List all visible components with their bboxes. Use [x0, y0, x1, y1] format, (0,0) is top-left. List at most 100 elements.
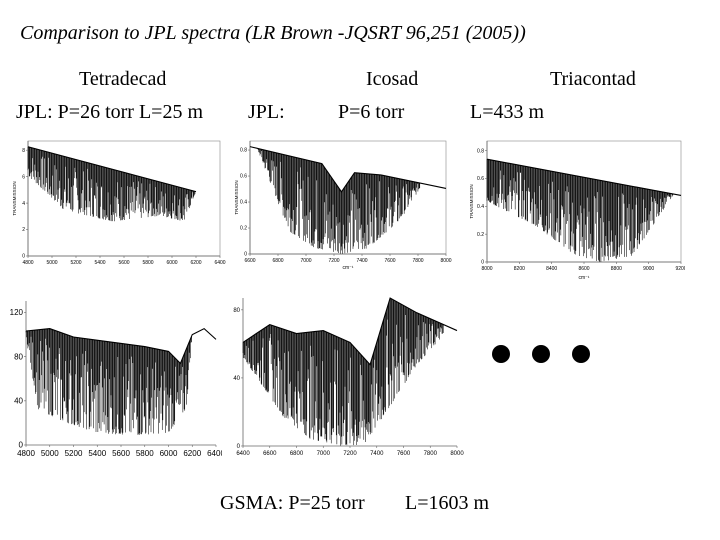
spectrum-lines [25, 328, 192, 435]
y-axis-label: TRANSMISSION [234, 180, 239, 214]
chart-gsma-tetradecad: 4800 5000 5200 5400 5600 5800 6000 6200 6400 0 40 8… [4, 295, 222, 457]
y-tick-label: 0.2 [477, 232, 484, 238]
continuum-line [25, 327, 217, 365]
x-tick-label: 5200 [65, 449, 83, 457]
x-tick-label: 4800 [17, 449, 35, 457]
gsma-length: L=1603 m [405, 492, 490, 514]
x-tick-label: 8000 [481, 266, 492, 272]
y-axis-label: TRANSMISSION [469, 184, 474, 218]
ellipsis-dot [532, 345, 550, 363]
y-tick-label: 0.4 [240, 200, 247, 206]
y-tick-label: 0.4 [477, 204, 484, 210]
y-tick-label: 0 [237, 444, 241, 450]
y-axis-label: TRANSMISSION [12, 181, 17, 215]
y-tick-label: 6 [22, 174, 25, 180]
jpl-icosad-pressure: P=6 torr [338, 101, 405, 123]
x-axis-label: cm⁻¹ [343, 265, 354, 270]
y-tick-label: 0 [244, 252, 247, 258]
x-tick-label: 5600 [118, 260, 129, 266]
y-tick-label: 8 [22, 148, 25, 154]
column-label-icosad: Icosad [366, 68, 419, 90]
x-tick-label: 7000 [300, 258, 311, 264]
x-tick-label: 8800 [611, 266, 622, 272]
chart-gsma-tetradecad-svg: 4800 5000 5200 5400 5600 5800 6000 6200 6400 0 40 8… [10, 301, 222, 457]
x-tick-label: 7200 [343, 451, 357, 457]
x-tick-label: 6800 [272, 258, 283, 264]
chart-jpl-icosad: 6600 6800 7000 7200 7400 7600 7800 8000 0 0.2 0.4 0… [232, 135, 452, 270]
x-tick-label: 7200 [328, 258, 339, 264]
x-tick-label: 7400 [370, 451, 384, 457]
ellipsis-dot [572, 345, 590, 363]
ellipsis-dot [492, 345, 510, 363]
y-tick-label: 120 [10, 308, 24, 317]
chart-gsma-icosad-svg: 6400 6600 6800 7000 7200 7400 7600 7800 8000 0 40 8… [233, 297, 464, 457]
x-tick-label: 7800 [424, 451, 438, 457]
x-tick-label: 8200 [514, 266, 525, 272]
spectrum-lines [27, 146, 196, 222]
x-tick-label: 5800 [136, 449, 154, 457]
continuum-line [486, 158, 682, 196]
y-tick-label: 0 [19, 441, 24, 450]
x-tick-label: 6600 [263, 451, 277, 457]
chart-jpl-icosad-svg: 6600 6800 7000 7200 7400 7600 7800 8000 0 0.2 0.4 0… [234, 140, 452, 270]
x-axis-label: cm⁻¹ [579, 275, 590, 280]
continuum-line [249, 146, 447, 193]
y-tick-label: 40 [14, 397, 23, 406]
jpl-tetradecad-conditions: JPL: P=26 torr L=25 m [16, 101, 204, 123]
x-tick-label: 7600 [384, 258, 395, 264]
y-tick-label: 0 [481, 260, 484, 266]
continuum-line [242, 297, 458, 366]
continuum-line [27, 146, 197, 193]
y-tick-label: 0.2 [240, 226, 247, 232]
spectrum-lines [486, 159, 674, 262]
jpl-label: JPL: [248, 101, 285, 123]
x-tick-label: 7000 [317, 451, 331, 457]
y-tick-label: 0.6 [240, 174, 247, 180]
x-tick-label: 6800 [290, 451, 304, 457]
y-tick-label: 2 [22, 227, 25, 233]
x-tick-label: 5800 [142, 260, 153, 266]
column-label-triacontad: Triacontad [550, 68, 636, 90]
x-tick-label: 5000 [41, 449, 59, 457]
x-tick-label: 8400 [546, 266, 557, 272]
x-tick-label: 5600 [112, 449, 130, 457]
y-tick-label: 0.8 [477, 148, 484, 154]
x-tick-label: 6000 [160, 449, 178, 457]
y-tick-label: 40 [233, 376, 240, 382]
x-tick-label: 7800 [412, 258, 423, 264]
x-tick-label: 7400 [356, 258, 367, 264]
x-tick-label: 5400 [88, 449, 106, 457]
gsma-conditions: GSMA: P=25 torr [220, 492, 365, 514]
y-tick-label: 0.6 [477, 176, 484, 182]
x-tick-label: 6200 [183, 449, 201, 457]
x-tick-label: 5400 [94, 260, 105, 266]
chart-jpl-tetradecad-svg: 4800 5000 5200 5400 5600 5800 6000 6200 6400 0 2 4 6… [12, 140, 226, 266]
chart-gsma-icosad: 6400 6600 6800 7000 7200 7400 7600 7800 8000 0 40 8… [225, 292, 465, 462]
x-tick-label: 6400 [214, 260, 225, 266]
spectrum-lines [242, 298, 444, 446]
chart-jpl-tetradecad: 4800 5000 5200 5400 5600 5800 6000 6200 6400 0 2 4 6… [10, 135, 230, 270]
x-tick-label: 6400 [207, 449, 222, 457]
x-tick-label: 6600 [244, 258, 255, 264]
slide-title: Comparison to JPL spectra (LR Brown -JQS… [20, 22, 526, 44]
x-tick-label: 6000 [166, 260, 177, 266]
y-tick-label: 0.8 [240, 148, 247, 154]
y-tick-label: 80 [14, 352, 23, 361]
column-label-tetradecad: Tetradecad [79, 68, 167, 90]
x-tick-label: 5000 [46, 260, 57, 266]
jpl-triacontad-length: L=433 m [470, 101, 545, 123]
x-tick-label: 6400 [236, 451, 250, 457]
x-tick-label: 7600 [397, 451, 411, 457]
x-tick-label: 8000 [440, 258, 451, 264]
x-tick-label: 8000 [450, 451, 464, 457]
x-tick-label: 6200 [190, 260, 201, 266]
x-tick-label: 9000 [643, 266, 654, 272]
spectrum-lines [256, 147, 421, 254]
y-tick-label: 80 [233, 308, 240, 314]
x-tick-label: 4800 [22, 260, 33, 266]
y-tick-label: 4 [22, 201, 25, 207]
x-tick-label: 5200 [70, 260, 81, 266]
